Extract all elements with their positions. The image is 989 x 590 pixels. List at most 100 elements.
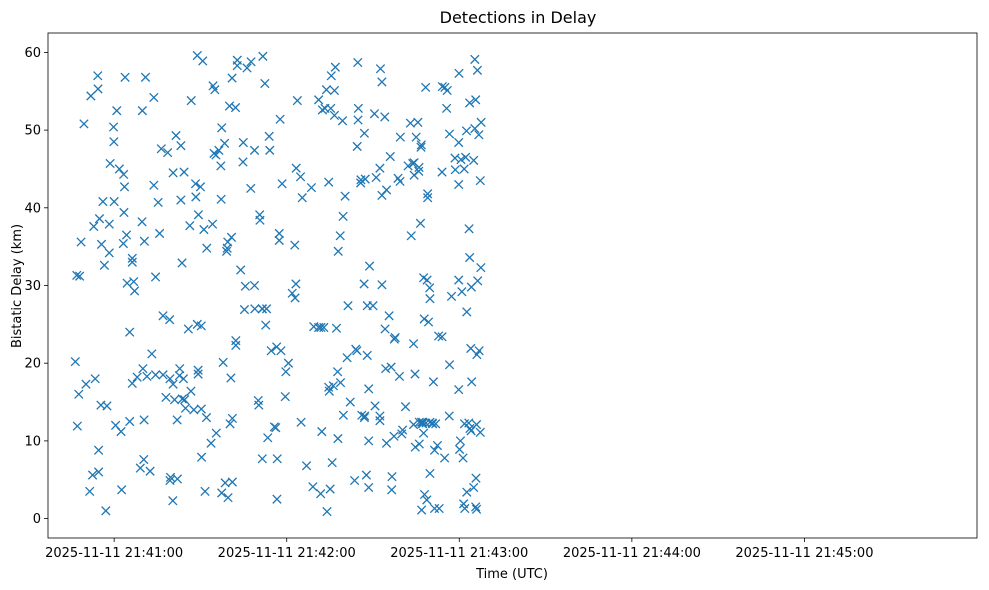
data-point	[326, 103, 336, 114]
data-point	[429, 445, 440, 455]
data-point	[147, 349, 157, 359]
data-point	[119, 182, 130, 192]
data-point	[156, 144, 166, 154]
data-point	[93, 71, 103, 81]
data-point	[231, 336, 241, 346]
data-point	[223, 492, 233, 503]
data-point	[474, 130, 484, 140]
data-point	[377, 280, 387, 290]
data-point	[457, 287, 467, 297]
data-point	[337, 116, 348, 126]
data-point	[343, 301, 353, 311]
data-point	[464, 224, 474, 234]
data-point	[425, 283, 435, 293]
data-point	[261, 320, 271, 330]
data-point	[214, 145, 224, 155]
data-point	[86, 91, 96, 101]
data-point	[239, 304, 250, 315]
data-point	[384, 311, 394, 321]
y-tick-label: 50	[24, 124, 41, 139]
data-point	[263, 433, 273, 443]
data-point	[316, 322, 326, 333]
data-point	[257, 454, 267, 464]
data-point	[158, 311, 168, 321]
data-point	[165, 472, 176, 483]
data-point	[327, 457, 337, 468]
data-point	[387, 471, 397, 482]
y-axis: 0 10 20 30 40 50 60	[24, 46, 48, 527]
data-point	[297, 193, 307, 203]
data-point	[466, 377, 477, 387]
data-point	[230, 102, 241, 113]
data-point	[153, 197, 163, 208]
data-point	[408, 339, 419, 349]
data-point	[171, 130, 181, 141]
data-point	[385, 151, 395, 162]
y-axis-label: Bistatic Delay (km)	[10, 224, 25, 348]
data-point	[169, 395, 180, 405]
data-point	[364, 436, 374, 446]
data-point	[72, 270, 82, 281]
data-point	[416, 140, 426, 150]
data-point	[150, 272, 161, 282]
data-point	[137, 106, 147, 116]
data-point	[127, 257, 137, 267]
data-point	[96, 239, 107, 249]
data-point	[377, 77, 387, 87]
data-point	[313, 95, 324, 105]
data-point	[240, 281, 250, 291]
data-point	[375, 416, 385, 426]
data-point	[403, 161, 413, 171]
data-point	[116, 426, 126, 437]
data-point	[471, 502, 481, 512]
data-point	[324, 386, 334, 396]
data-point	[93, 467, 104, 477]
data-point	[168, 168, 178, 178]
data-point	[274, 235, 284, 246]
data-point	[261, 304, 272, 314]
data-point	[419, 314, 429, 324]
data-point	[98, 196, 108, 207]
data-point	[353, 57, 363, 68]
data-point	[81, 379, 91, 389]
data-point	[199, 224, 209, 235]
data-point	[439, 453, 450, 463]
data-point	[465, 423, 475, 434]
data-point	[425, 294, 435, 304]
data-point	[476, 117, 486, 128]
data-point	[165, 374, 175, 384]
data-point	[340, 191, 350, 201]
data-point	[389, 431, 399, 441]
data-point	[414, 162, 424, 173]
data-point	[72, 421, 82, 431]
data-point	[238, 157, 248, 167]
data-point	[271, 423, 281, 433]
scatter-points	[70, 50, 486, 517]
data-point	[395, 176, 405, 187]
data-point	[437, 167, 447, 177]
data-point	[295, 172, 306, 182]
data-point	[338, 410, 349, 420]
data-point	[444, 129, 455, 139]
data-point	[464, 98, 475, 108]
data-point	[149, 180, 159, 190]
data-point	[150, 370, 161, 380]
data-point	[193, 365, 203, 375]
data-point	[328, 381, 338, 391]
data-point	[450, 165, 460, 175]
data-point	[101, 506, 111, 516]
data-point	[121, 230, 132, 240]
data-point	[120, 72, 130, 82]
data-point	[104, 219, 114, 229]
data-point	[418, 417, 428, 427]
data-point	[413, 117, 423, 128]
y-tick-label: 0	[33, 512, 41, 527]
data-point	[201, 412, 212, 423]
data-point	[306, 182, 317, 193]
data-point	[450, 153, 460, 163]
data-point	[416, 142, 426, 152]
data-point	[400, 402, 411, 412]
data-point	[232, 55, 242, 65]
data-point	[422, 189, 433, 199]
data-point	[454, 179, 464, 190]
